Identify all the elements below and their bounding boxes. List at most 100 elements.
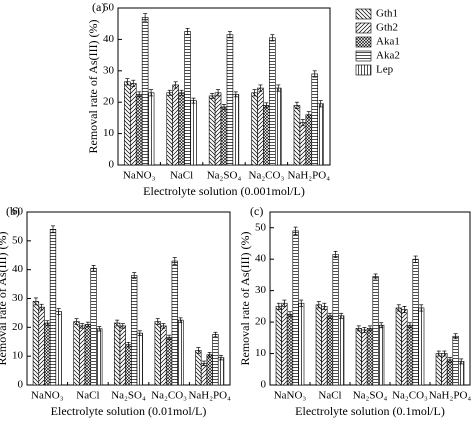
error-bar: [185, 28, 190, 36]
bar: [195, 350, 202, 386]
bar: [220, 106, 228, 166]
bar: [257, 87, 264, 166]
error-bar: [282, 299, 287, 307]
error-bar: [294, 101, 299, 109]
error-bar: [210, 93, 215, 99]
bar: [269, 37, 276, 166]
bar: [263, 105, 270, 166]
y-tick-label: 0: [18, 379, 24, 391]
error-bar: [39, 303, 44, 311]
error-bar: [172, 257, 177, 265]
bar: [96, 328, 103, 386]
error-bar: [453, 333, 458, 340]
error-bar: [264, 102, 269, 109]
y-tick-label: 50: [103, 2, 115, 14]
error-bar: [56, 308, 61, 315]
error-bar: [149, 89, 154, 97]
bar: [208, 95, 216, 166]
legend-label: Gth1: [376, 8, 398, 20]
bar: [361, 329, 368, 386]
error-bar: [161, 323, 166, 329]
bar: [184, 31, 191, 166]
bar: [321, 306, 328, 386]
bar: [366, 328, 374, 386]
error-bar: [300, 119, 305, 127]
bar: [412, 258, 419, 386]
bar: [160, 325, 167, 386]
error-bar: [167, 89, 172, 96]
legend-swatch: [355, 50, 372, 62]
y-tick-label: 10: [103, 127, 115, 139]
bar: [326, 315, 334, 386]
bar: [49, 229, 57, 386]
error-bar: [233, 91, 238, 98]
error-bar: [137, 91, 142, 98]
bar: [190, 100, 197, 166]
y-tick-label: 40: [255, 253, 267, 265]
bar: [378, 324, 385, 386]
x-tick-label: NaH₂PO₄: [188, 390, 231, 402]
error-bar: [293, 226, 298, 235]
y-axis-title: Removal rate of As(III) (%): [238, 232, 252, 366]
bar: [441, 353, 448, 386]
bar: [177, 319, 184, 386]
y-tick-label: 30: [103, 64, 115, 76]
error-bar: [258, 84, 263, 92]
bar: [135, 94, 143, 166]
x-tick-label: Na₂CO₃: [249, 170, 285, 182]
bar: [113, 322, 121, 386]
y-axis-title: Removal rate of As(III) (%): [0, 232, 9, 366]
x-tick-label: Na₂CO₃: [151, 390, 187, 402]
y-tick-label: 20: [103, 96, 115, 108]
panel-label: (c): [250, 204, 263, 218]
y-tick-label: 50: [255, 221, 267, 233]
error-bar: [333, 250, 338, 258]
y-tick-label: 0: [109, 159, 115, 171]
error-bar: [379, 322, 384, 329]
y-tick-label: 30: [255, 284, 267, 296]
bar: [32, 301, 40, 386]
error-bar: [328, 312, 332, 319]
x-tick-label: NaH₂PO₄: [429, 390, 472, 402]
error-bar: [402, 306, 407, 314]
bar: [129, 83, 137, 166]
error-bar: [213, 331, 218, 338]
error-bar: [306, 111, 311, 119]
error-bar: [85, 321, 90, 328]
bar: [84, 324, 92, 386]
error-bar: [288, 311, 292, 318]
error-bar: [178, 317, 183, 323]
bar: [251, 92, 258, 166]
error-bar: [191, 97, 196, 104]
error-bar: [132, 272, 137, 279]
error-bar: [155, 318, 160, 325]
bar: [131, 275, 138, 386]
error-bar: [312, 70, 317, 78]
bar: [147, 92, 155, 166]
error-bar: [362, 327, 367, 333]
bar: [338, 315, 345, 386]
bar: [355, 328, 362, 386]
error-bar: [222, 104, 226, 110]
error-bar: [137, 330, 142, 336]
bar: [136, 332, 144, 386]
bar: [435, 353, 442, 386]
x-tick-label: Na₂CO₃: [392, 390, 428, 402]
bar: [275, 306, 282, 386]
x-tick-label: NaNO₃: [31, 390, 64, 402]
y-tick-label: 0: [261, 379, 267, 391]
y-tick-label: 30: [12, 292, 24, 304]
bar: [299, 122, 307, 166]
error-bar: [143, 13, 148, 22]
bar: [165, 337, 173, 386]
error-bar: [408, 322, 412, 329]
bar: [305, 114, 313, 166]
bar: [311, 73, 319, 166]
bar: [298, 302, 305, 386]
y-tick-label: 20: [12, 321, 24, 333]
error-bar: [227, 31, 232, 39]
bar: [395, 307, 402, 386]
error-bar: [91, 264, 96, 272]
error-bar: [299, 299, 304, 307]
